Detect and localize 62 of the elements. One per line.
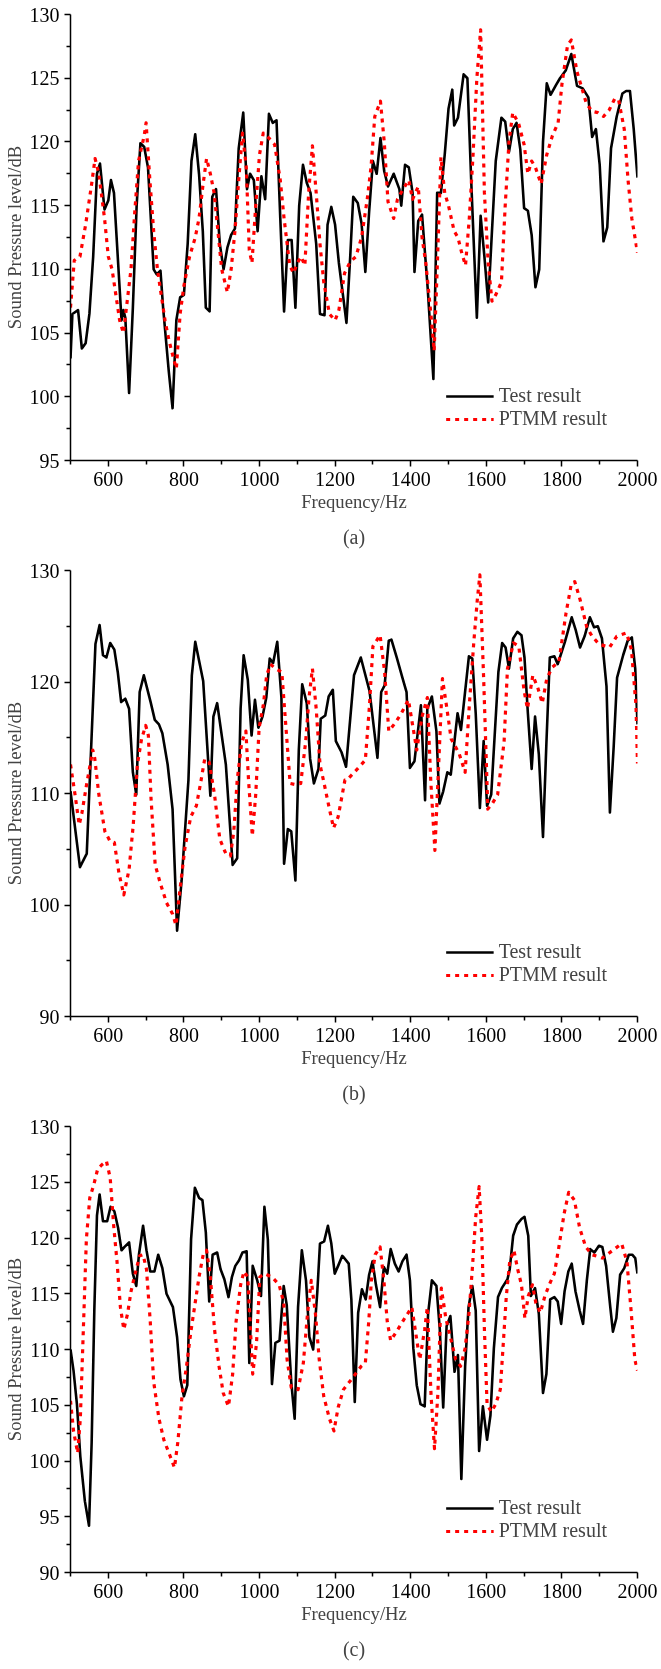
x-tick-label: 1400 [390, 467, 431, 490]
y-tick-label: 100 [29, 1450, 60, 1472]
y-tick-label: 90 [39, 1005, 60, 1028]
y-tick-label: 120 [29, 1227, 60, 1249]
y-axis-title: Sound Pressure level/dB [3, 1257, 25, 1442]
x-tick-label: 1800 [541, 1023, 582, 1046]
x-tick-label: 1000 [239, 467, 280, 490]
y-tick-label: 130 [29, 3, 60, 26]
x-tick-label: 600 [93, 1579, 124, 1602]
x-tick-label: 600 [93, 467, 124, 490]
legend-label: PTMM result [498, 963, 607, 986]
y-tick-label: 100 [29, 385, 60, 408]
x-tick-label: 1200 [315, 1023, 356, 1046]
y-tick-label: 105 [29, 1394, 60, 1417]
legend-label: Test result [498, 1496, 582, 1519]
y-tick-label: 125 [29, 67, 60, 90]
y-tick-label: 105 [29, 322, 60, 345]
x-tick-label: 2000 [617, 1023, 658, 1046]
y-tick-label: 120 [29, 130, 60, 153]
text: (a) [342, 525, 366, 549]
x-axis-title: Frequency/Hz [301, 490, 407, 512]
line-series [70, 1159, 638, 1470]
y-tick-label: 110 [30, 1338, 60, 1361]
legend-label: Test result [498, 384, 582, 407]
y-tick-label: 90 [39, 1561, 60, 1584]
y-tick-label: 115 [30, 194, 60, 217]
x-tick-label: 1400 [390, 1579, 431, 1602]
text: (b) [342, 1081, 366, 1105]
y-tick-label: 110 [30, 782, 60, 805]
x-tick-label: 800 [168, 1579, 199, 1602]
x-tick-label: 1600 [466, 1579, 507, 1602]
y-axis-title: Sound Pressure level/dB [3, 701, 25, 886]
x-axis-title: Frequency/Hz [301, 1046, 407, 1068]
y-tick-label: 95 [39, 449, 60, 472]
legend-label: PTMM result [498, 407, 607, 430]
y-tick-label: 95 [39, 1505, 60, 1528]
x-tick-label: 1800 [541, 1579, 582, 1602]
x-tick-label: 1000 [239, 1579, 280, 1602]
x-tick-label: 800 [168, 467, 199, 490]
x-tick-label: 1600 [466, 1023, 507, 1046]
x-tick-label: 1200 [315, 1579, 356, 1602]
x-tick-label: 2000 [617, 467, 658, 490]
y-tick-label: 130 [29, 559, 60, 582]
y-tick-label: 115 [30, 1282, 60, 1305]
y-tick-label: 110 [30, 258, 60, 281]
x-tick-label: 1000 [239, 1023, 280, 1046]
x-axis-title: Frequency/Hz [301, 1602, 407, 1624]
x-tick-label: 1800 [541, 467, 582, 490]
y-tick-label: 130 [29, 1115, 60, 1138]
y-axis-title: Sound Pressure level/dB [3, 145, 25, 330]
text: (c) [342, 1637, 366, 1661]
y-tick-label: 120 [29, 671, 60, 693]
y-tick-label: 100 [29, 894, 60, 916]
legend-label: Test result [498, 940, 582, 963]
x-tick-label: 600 [93, 1023, 124, 1046]
x-tick-label: 1200 [315, 467, 356, 490]
y-tick-label: 125 [29, 1171, 60, 1194]
legend-label: PTMM result [498, 1519, 607, 1542]
x-tick-label: 800 [168, 1023, 199, 1046]
x-tick-label: 2000 [617, 1579, 658, 1602]
x-tick-label: 1600 [466, 467, 507, 490]
x-tick-label: 1400 [390, 1023, 431, 1046]
